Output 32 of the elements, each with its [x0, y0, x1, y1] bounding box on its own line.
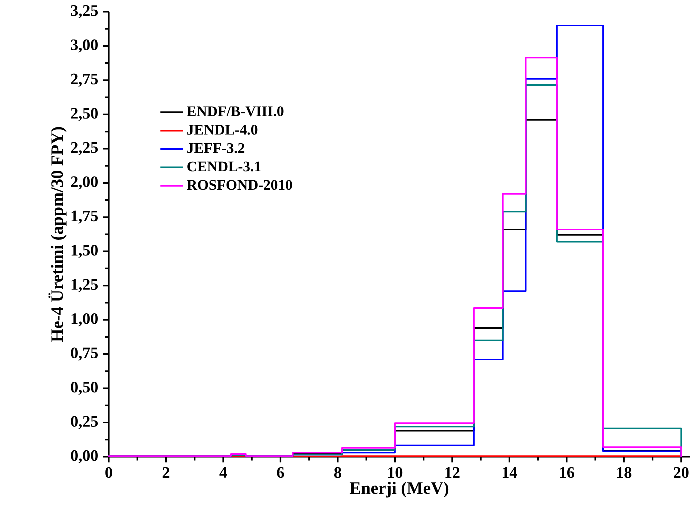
y-tick-label: 0,75: [71, 348, 98, 361]
y-tick-label: 1,50: [72, 245, 98, 258]
y-tick-label: 0,25: [71, 416, 98, 430]
x-tick-label: 0: [106, 467, 112, 478]
y-tick-label: 1,25: [72, 279, 98, 292]
legend-label: ENDF/B-VIII.0: [187, 106, 284, 117]
x-tick-label: 18: [617, 467, 632, 478]
x-tick-label: 2: [162, 467, 170, 478]
x-tick-label: 20: [674, 467, 689, 478]
legend-label: ROSFOND-2010: [187, 180, 292, 190]
x-tick-label: 6: [277, 467, 284, 478]
x-tick-label: 14: [502, 467, 518, 478]
y-tick-label: 3,25: [71, 5, 98, 19]
y-tick-label: 1,00: [72, 314, 98, 327]
y-tick-label: 3,00: [71, 40, 98, 53]
x-axis-title: Enerji (MeV): [350, 482, 449, 498]
legend-label: JEFF-3.2: [188, 143, 245, 154]
x-tick-label: 10: [388, 467, 403, 478]
x-tick-label: 16: [560, 467, 574, 478]
x-tick-label: 8: [334, 467, 342, 478]
y-tick-label: 2,25: [71, 142, 98, 156]
legend-label: JENDL-4.0: [188, 125, 258, 135]
x-tick-label: 4: [220, 467, 228, 478]
x-tick-label: 12: [446, 467, 460, 478]
y-tick-label: 2,00: [71, 176, 98, 190]
y-tick-label: 2,50: [71, 108, 98, 122]
y-tick-label: 0,50: [71, 382, 98, 396]
y-tick-label: 1,75: [72, 210, 98, 224]
legend-label: CENDL-3.1: [188, 162, 261, 172]
y-axis-title: He-4 Üretimi (appm/30 FPY): [48, 127, 67, 342]
y-tick-label: 0,00: [71, 450, 98, 464]
y-tick-label: 2,75: [71, 74, 98, 87]
